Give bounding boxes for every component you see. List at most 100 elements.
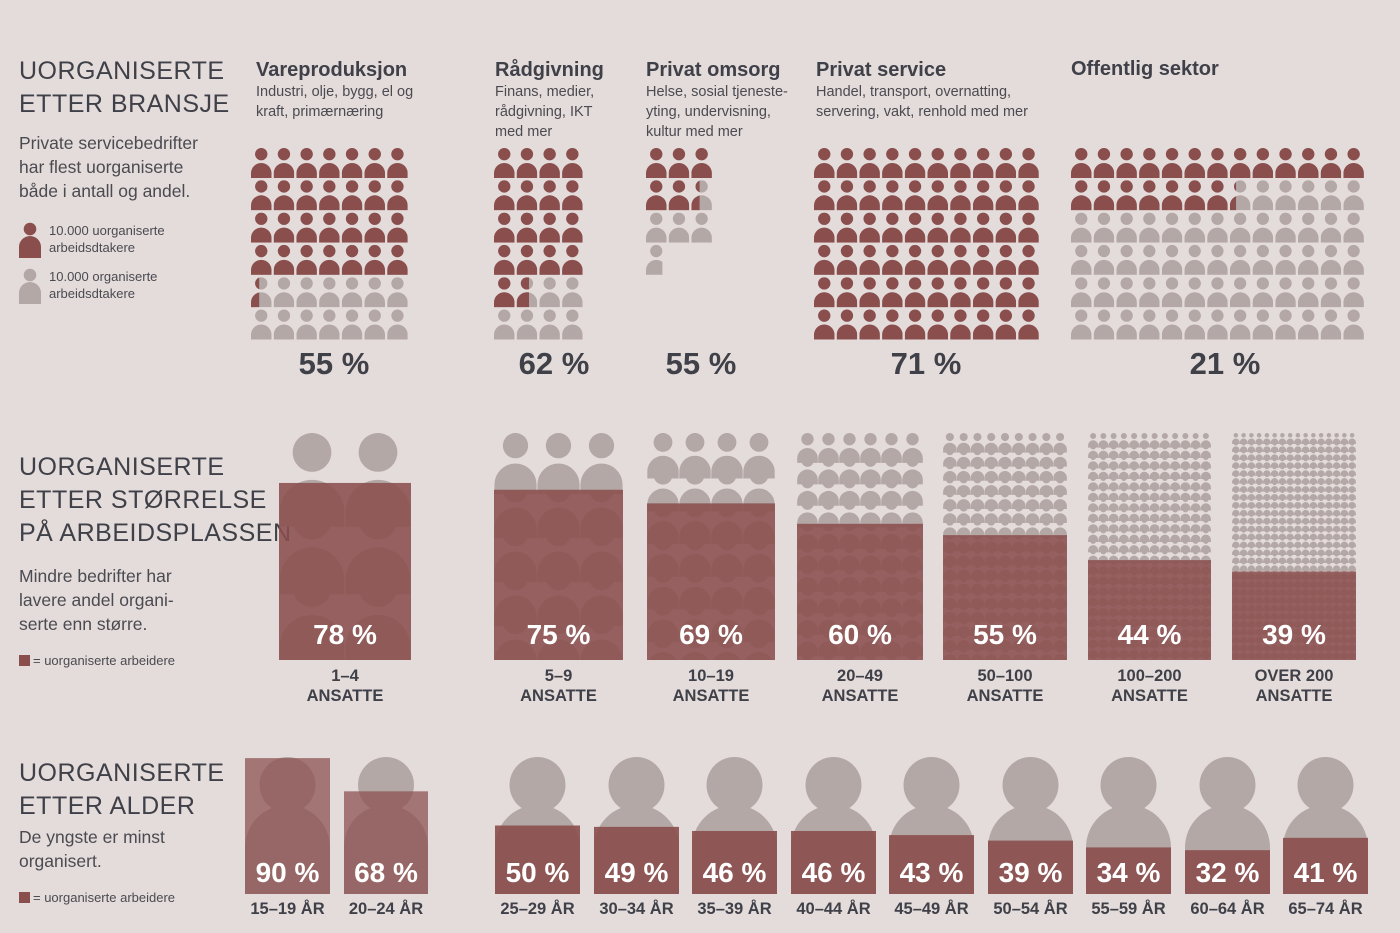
person-figure	[1149, 516, 1160, 532]
person-figure-unorganized	[882, 277, 903, 308]
size-caption: 100–200 ANSATTE	[1111, 667, 1188, 705]
person-figure	[1180, 495, 1191, 511]
person-head	[509, 757, 566, 813]
person-figure	[1118, 495, 1129, 511]
person-figure	[1278, 536, 1287, 548]
person-figure	[956, 489, 971, 509]
person-figure	[1340, 433, 1349, 445]
person-figure	[998, 447, 1012, 467]
person-figure	[956, 475, 971, 495]
person-figure-unorganized	[691, 148, 712, 178]
person-figure	[1263, 472, 1271, 484]
age-bar-group-3	[594, 757, 679, 894]
person-figure-unorganized	[836, 277, 858, 308]
person-figure	[1098, 516, 1109, 532]
person-figure	[1129, 506, 1140, 521]
person-figure-unorganized	[1139, 180, 1160, 211]
person-figure-unorganized	[927, 309, 948, 340]
industry-name: Privat omsorg	[646, 59, 781, 81]
person-figure	[1252, 309, 1274, 340]
person-figure	[1232, 464, 1240, 476]
person-figure-unorganized	[319, 180, 340, 211]
industry-pct-label: 71 %	[890, 346, 962, 381]
person-figure	[1232, 512, 1240, 524]
person-figure	[1139, 548, 1150, 563]
person-figure	[797, 497, 818, 528]
person-icon-unorganized	[19, 222, 41, 258]
person-figure	[881, 497, 902, 528]
person-figure	[1232, 544, 1240, 556]
person-figure	[1255, 551, 1263, 563]
person-figure	[1108, 537, 1119, 553]
person-figure	[1343, 309, 1364, 340]
person-figure	[1348, 480, 1356, 492]
person-figure	[1149, 495, 1160, 511]
age-bar	[692, 830, 777, 894]
person-figure	[539, 277, 560, 308]
person-figure	[1184, 244, 1205, 275]
person-figure	[1317, 433, 1325, 445]
person-figure-unorganized	[364, 244, 385, 275]
person-head	[1002, 757, 1059, 813]
person-figure-unorganized	[927, 212, 948, 243]
person-figure	[1270, 520, 1279, 532]
person-figure	[1129, 495, 1140, 511]
person-figure	[1247, 480, 1256, 492]
person-figure	[1247, 504, 1256, 516]
person-figure	[1301, 544, 1310, 556]
person-figure-unorganized	[904, 309, 926, 340]
person-figure	[1263, 464, 1271, 476]
person-figure	[1332, 551, 1341, 563]
age-bar	[594, 826, 679, 894]
person-figure	[1286, 496, 1294, 508]
person-figure	[797, 475, 818, 506]
person-figure	[1039, 461, 1054, 481]
age-caption: 35–39 ÅR	[697, 900, 772, 918]
person-figure-unorganized	[882, 212, 903, 243]
person-figure	[1278, 551, 1287, 563]
person-figure-unorganized	[814, 148, 835, 178]
person-figure	[1184, 277, 1205, 308]
person-figure	[1317, 448, 1325, 460]
person-figure	[970, 461, 985, 481]
person-figure	[1278, 544, 1287, 556]
person-figure	[1309, 528, 1318, 540]
person-figure	[1317, 472, 1325, 484]
person-figure	[956, 503, 971, 524]
person-figure	[1239, 551, 1248, 563]
person-figure	[1129, 485, 1140, 501]
person-figure	[1229, 309, 1251, 340]
person-figure	[1263, 504, 1271, 516]
person-figure	[1098, 537, 1109, 553]
person-figure	[1200, 506, 1211, 521]
person-figure	[1108, 485, 1119, 501]
person-figure-unorganized	[387, 180, 408, 211]
person-figure	[1239, 512, 1248, 524]
person-figure	[1232, 536, 1240, 548]
person-figure	[1025, 433, 1040, 453]
person-figure	[1247, 551, 1256, 563]
person-figure	[1309, 504, 1318, 516]
person-figure	[1180, 537, 1191, 553]
person-figure	[1098, 433, 1109, 448]
age-bar	[245, 758, 330, 894]
age-bar-group-10	[1283, 757, 1368, 894]
person-figure-unorganized	[562, 244, 583, 275]
person-figure	[1108, 464, 1119, 480]
person-figure-unorganized	[539, 244, 560, 275]
person-figure	[1317, 440, 1325, 452]
person-figure	[1294, 472, 1302, 484]
person-figure	[743, 465, 775, 512]
person-figure	[1239, 544, 1248, 556]
size-section-title: UORGANISERTE ETTER STØRRELSE PÅ ARBEIDSP…	[19, 453, 292, 547]
person-figure	[1149, 485, 1160, 501]
person-figure	[1286, 551, 1294, 563]
person-figure	[1270, 464, 1279, 476]
person-figure	[1325, 440, 1333, 452]
person-figure-unorganized	[516, 180, 538, 211]
person-figure	[1239, 528, 1248, 540]
person-figure	[1207, 277, 1228, 308]
person-figure	[296, 277, 317, 308]
person-figure-unorganized	[1071, 180, 1092, 211]
person-figure	[1301, 480, 1310, 492]
